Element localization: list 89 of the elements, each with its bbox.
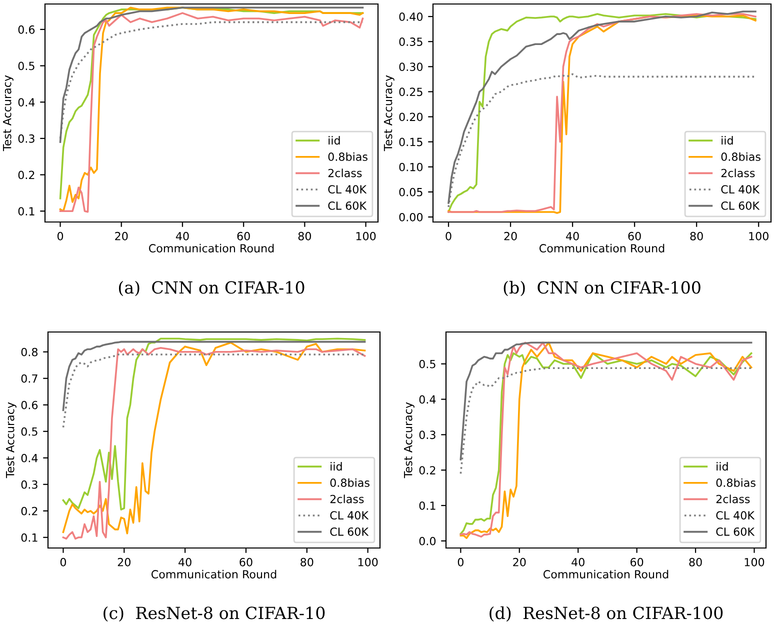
x-tick-label: 40: [566, 232, 579, 240]
legend-label: CL 60K: [716, 527, 755, 536]
y-tick-label: 0.5: [21, 427, 38, 436]
y-tick-label: 0.5: [18, 62, 34, 70]
legend-label: CL 40K: [716, 511, 755, 520]
text: (b) CNN on CIFAR-100: [504, 280, 700, 296]
y-tick-label: 0.1: [21, 533, 38, 542]
y-tick-label: 0.40: [399, 12, 423, 21]
x-tick-label: 100: [356, 232, 376, 240]
y-axis-title: Test Accuracy: [6, 402, 16, 478]
legend-label: iid: [328, 136, 340, 145]
x-tick-label: 40: [176, 232, 189, 240]
y-tick-label: 0.15: [399, 138, 422, 146]
line-series: [62, 340, 366, 412]
x-axis-title: Communication Round: [148, 244, 274, 252]
y-tick-label: 0.20: [399, 112, 423, 122]
y-tick-label: 0.1: [419, 501, 436, 510]
y-tick-label: 0.7: [21, 374, 38, 383]
x-tick-label: 0: [60, 558, 66, 566]
y-tick-label: 0.8: [21, 348, 38, 356]
y-tick-label: 0.3: [18, 134, 34, 143]
line-series: [62, 354, 366, 428]
legend-label: 0.8bias: [328, 152, 368, 161]
x-tick-label: 60: [240, 558, 252, 566]
legend-label: iid: [722, 136, 733, 145]
y-tick-label: 0.4: [18, 98, 35, 106]
text: (d) ResNet-8 on CIFAR-100: [490, 606, 723, 622]
x-tick-label: 20: [118, 558, 130, 566]
y-axis-title: Test Accuracy: [384, 75, 394, 152]
x-tick-label: 60: [237, 232, 250, 240]
line-series: [460, 342, 752, 460]
y-tick-label: 0.0: [419, 536, 436, 546]
legend-label: CL 60K: [328, 201, 367, 210]
x-tick-label: 20: [115, 232, 128, 240]
x-tick-label: 80: [298, 232, 312, 240]
line-series: [460, 367, 752, 475]
y-tick-label: 0.00: [399, 212, 423, 222]
text: (a) CNN on CIFAR-10: [118, 280, 304, 296]
legend-label: 2class: [328, 168, 362, 178]
y-tick-label: 0.30: [399, 62, 423, 72]
x-tick-label: 20: [513, 558, 526, 566]
x-axis-title: Communication Round: [539, 244, 664, 252]
y-tick-label: 0.2: [419, 466, 436, 474]
x-tick-label: 100: [749, 232, 768, 240]
legend-label: CL 40K: [721, 185, 760, 194]
legend-label: 0.8bias: [330, 478, 370, 487]
x-tick-label: 80: [690, 232, 703, 240]
y-tick-label: 0.10: [399, 162, 423, 172]
x-tick-label: 40: [178, 558, 192, 566]
x-tick-label: 100: [358, 558, 378, 566]
legend-label: iid: [716, 462, 728, 471]
legend-label: 2class: [716, 494, 750, 504]
legend-label: 0.8bias: [721, 152, 760, 161]
y-axis-title: Test Accuracy: [404, 402, 414, 478]
y-tick-label: 0.3: [21, 480, 38, 489]
x-axis-title: Communication Round: [543, 570, 668, 578]
legend-label: CL 60K: [330, 527, 369, 536]
legend-label: iid: [330, 462, 342, 471]
y-tick-label: 0.35: [399, 38, 422, 46]
y-tick-label: 0.1: [18, 207, 34, 216]
y-tick-label: 0.3: [419, 430, 436, 440]
x-tick-label: 20: [504, 232, 517, 240]
legend-label: CL 40K: [328, 185, 367, 194]
y-tick-label: 0.4: [419, 395, 436, 404]
x-tick-label: 0: [446, 232, 452, 240]
y-tick-label: 0.6: [21, 400, 38, 410]
y-tick-label: 0.5: [419, 360, 436, 368]
y-tick-label: 0.25: [399, 88, 422, 96]
legend-label: 2class: [330, 494, 364, 504]
y-tick-label: 0.2: [18, 170, 34, 180]
x-tick-label: 80: [689, 558, 702, 566]
x-tick-label: 100: [744, 558, 764, 566]
y-tick-label: 0.6: [18, 25, 35, 34]
legend-label: CL 60K: [721, 201, 760, 210]
x-axis-title: Communication Round: [151, 570, 276, 578]
text: (c) ResNet-8 on CIFAR-10: [104, 606, 325, 622]
x-tick-label: 60: [628, 232, 641, 240]
y-tick-label: 0.4: [21, 454, 38, 462]
x-tick-label: 0: [57, 232, 64, 240]
legend-label: 0.8bias: [716, 478, 756, 487]
x-tick-label: 60: [630, 558, 644, 566]
x-tick-label: 80: [300, 558, 314, 566]
y-axis-title: Test Accuracy: [3, 75, 14, 152]
legend-label: CL 40K: [330, 511, 369, 520]
x-tick-label: 40: [572, 558, 584, 566]
x-tick-label: 0: [458, 558, 464, 566]
legend-label: 2class: [721, 168, 755, 178]
y-tick-label: 0.2: [21, 506, 38, 516]
y-tick-label: 0.05: [399, 188, 422, 196]
